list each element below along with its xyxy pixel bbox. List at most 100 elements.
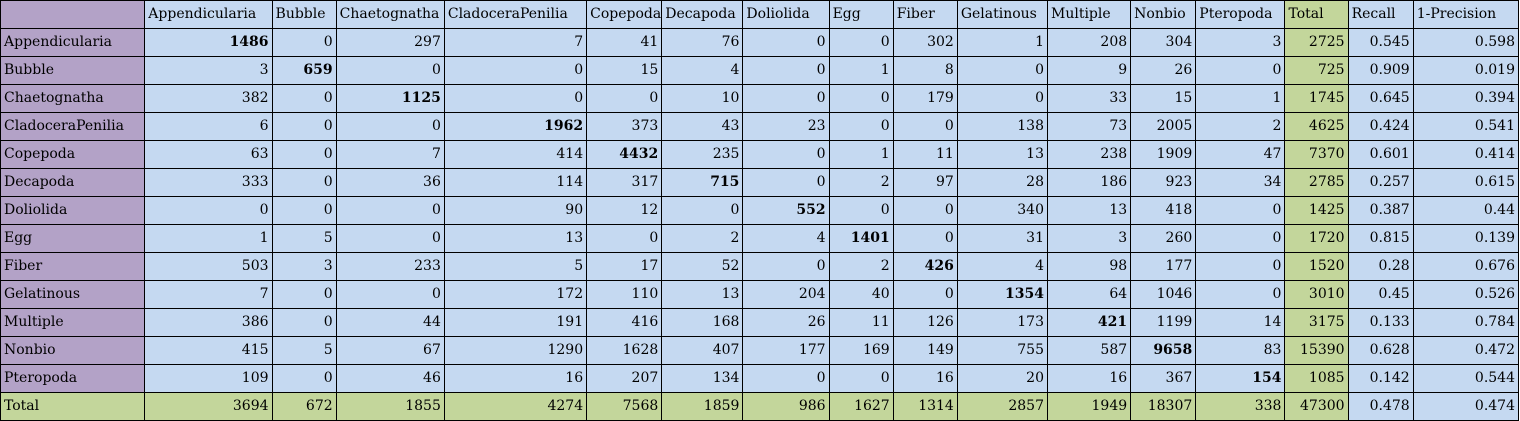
table-cell: 0 [742, 364, 830, 393]
table-cell: 9 [1046, 56, 1132, 85]
row-header: Copepoda [0, 140, 146, 169]
row-header: Appendicularia [0, 28, 146, 57]
total-cell: 47300 [1284, 392, 1349, 421]
table-row: Appendicularia 1486 0 297 7 41 76 0 0 302 1 208 304 3… [0, 28, 1520, 57]
table-cell: 0 [661, 196, 744, 225]
table-cell: 134 [661, 364, 744, 393]
table-cell: 715 [661, 168, 744, 197]
table-cell: 552 [742, 196, 830, 225]
table-cell: 191 [443, 308, 588, 337]
table-cell: 0 [271, 196, 337, 225]
table-cell: 114 [443, 168, 588, 197]
table-cell: 47 [1195, 140, 1286, 169]
table-cell: 0.541 [1412, 112, 1520, 141]
table-cell: 67 [335, 336, 445, 365]
table-cell: 386 [144, 308, 273, 337]
table-cell: 5 [443, 252, 588, 281]
table-cell: 1125 [335, 84, 445, 113]
table-cell: 0 [271, 168, 337, 197]
table-cell: 1745 [1284, 84, 1349, 113]
table-row: Bubble 3 659 0 0 15 4 0 1 8 0 9 26 0 725 0.909 0.019 [0, 56, 1520, 85]
table-row: Decapoda 333 0 36 114 317 715 0 2 97 28 186 923 34 278… [0, 168, 1520, 197]
table-cell: 16 [1046, 364, 1132, 393]
table-cell: 0 [892, 112, 958, 141]
table-cell: 0 [742, 56, 830, 85]
column-header: Bubble [271, 0, 337, 29]
row-header: Decapoda [0, 168, 146, 197]
column-header: Doliolida [742, 0, 830, 29]
table-cell: 1 [1195, 84, 1286, 113]
table-cell: 14 [1195, 308, 1286, 337]
table-row: Egg 1 5 0 13 0 2 4 1401 0 31 3 260 0 1720 0.815 0.139 [0, 224, 1520, 253]
header-row: Appendicularia Bubble Chaetognatha Cladocer… [0, 0, 1520, 29]
table-cell: 13 [443, 224, 588, 253]
table-row: Multiple 386 0 44 191 416 168 26 11 126 173 421 1199… [0, 308, 1520, 337]
column-header: Fiber [892, 0, 958, 29]
table-cell: 20 [956, 364, 1049, 393]
column-header: Chaetognatha [335, 0, 445, 29]
row-header: Doliolida [0, 196, 146, 225]
table-cell: 5 [271, 336, 337, 365]
table-cell: 0 [828, 112, 894, 141]
row-header: Bubble [0, 56, 146, 85]
table-cell: 0 [1195, 224, 1286, 253]
table-cell: 0 [335, 280, 445, 309]
table-cell: 0 [271, 140, 337, 169]
table-cell: 15 [586, 56, 663, 85]
table-cell: 0 [828, 364, 894, 393]
table-cell: 41 [586, 28, 663, 57]
table-cell: 0 [271, 112, 337, 141]
table-cell: 0.44 [1412, 196, 1520, 225]
table-cell: 186 [1046, 168, 1132, 197]
table-cell: 0.601 [1347, 140, 1414, 169]
table-cell: 0 [271, 280, 337, 309]
table-cell: 238 [1046, 140, 1132, 169]
table-cell: 52 [661, 252, 744, 281]
table-cell: 367 [1130, 364, 1197, 393]
table-cell: 0 [892, 280, 958, 309]
table-cell: 0.472 [1412, 336, 1520, 365]
table-cell: 3010 [1284, 280, 1349, 309]
table-cell: 2725 [1284, 28, 1349, 57]
table-cell: 0 [1195, 196, 1286, 225]
table-cell: 923 [1130, 168, 1197, 197]
table-cell: 0.142 [1347, 364, 1414, 393]
table-cell: 2785 [1284, 168, 1349, 197]
table-cell: 7370 [1284, 140, 1349, 169]
table-cell: 76 [661, 28, 744, 57]
table-cell: 73 [1046, 112, 1132, 141]
table-cell: 1425 [1284, 196, 1349, 225]
table-cell: 0.45 [1347, 280, 1414, 309]
table-cell: 0 [335, 224, 445, 253]
table-cell: 421 [1046, 308, 1132, 337]
table-cell: 0 [892, 224, 958, 253]
table-cell: 23 [742, 112, 830, 141]
row-header: Multiple [0, 308, 146, 337]
table-cell: 9658 [1130, 336, 1197, 365]
table-cell: 0 [828, 28, 894, 57]
table-cell: 2005 [1130, 112, 1197, 141]
table-cell: 0.676 [1412, 252, 1520, 281]
table-row: Chaetognatha 382 0 1125 0 0 10 0 0 179 0 33 15 1 1745 0… [0, 84, 1520, 113]
table-cell: 7 [335, 140, 445, 169]
table-cell: 2 [828, 252, 894, 281]
table-cell: 2 [661, 224, 744, 253]
total-cell: 1949 [1046, 392, 1132, 421]
corner-cell [0, 0, 146, 29]
total-cell: 3694 [144, 392, 273, 421]
total-cell: 986 [742, 392, 830, 421]
table-cell: 26 [1130, 56, 1197, 85]
table-cell: 16 [443, 364, 588, 393]
table-cell: 1354 [956, 280, 1049, 309]
table-cell: 0 [742, 84, 830, 113]
total-cell: 338 [1195, 392, 1286, 421]
table-cell: 98 [1046, 252, 1132, 281]
table-row: Fiber 503 3 233 5 17 52 0 2 426 4 98 177 0 1520 0.28 0.6… [0, 252, 1520, 281]
table-cell: 4 [742, 224, 830, 253]
table-cell: 304 [1130, 28, 1197, 57]
table-cell: 0.257 [1347, 168, 1414, 197]
table-cell: 373 [586, 112, 663, 141]
table-cell: 0 [271, 364, 337, 393]
table-cell: 0 [742, 140, 830, 169]
table-cell: 46 [335, 364, 445, 393]
